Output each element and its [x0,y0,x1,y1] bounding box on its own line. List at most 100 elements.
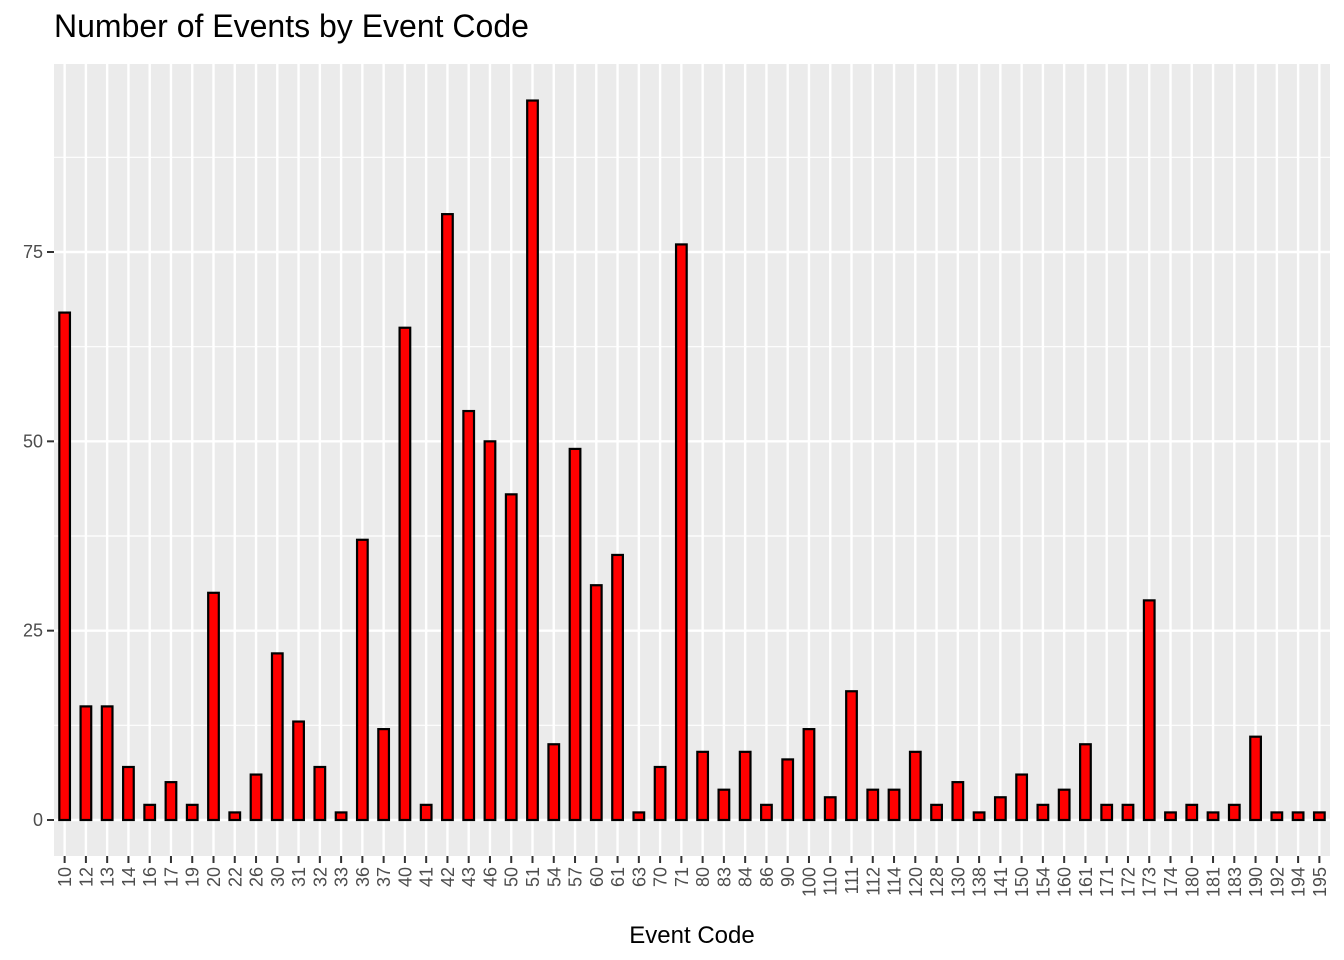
x-tick-label: 13 [98,867,118,887]
x-axis: 10 12 13 14 16 17 19 20 22 26 30 31 32 33 36 37 40 41 42 43… [55,856,1330,897]
bar-57 [568,447,582,822]
bar-10 [58,311,72,822]
y-tick-label: 0 [33,810,43,830]
x-tick-label: 86 [757,867,777,887]
bar-43 [462,409,476,822]
x-tick-label: 36 [353,867,373,887]
bar-194 [1291,811,1305,822]
bar-160 [1057,788,1071,822]
x-tick-label: 43 [459,867,479,887]
x-tick-label: 61 [608,867,628,887]
x-tick-label: 32 [310,867,330,887]
bar-36 [355,538,369,822]
bar-90 [781,758,795,822]
grid-minor [54,156,1330,726]
bar-70 [653,765,667,822]
bar-150 [1015,773,1029,822]
bar-180 [1185,803,1199,822]
x-tick-label: 57 [566,867,586,887]
y-tick-label: 50 [23,431,43,451]
bar-46 [483,440,497,822]
bar-42 [441,213,454,822]
x-tick-label: 70 [651,867,671,887]
bar-37 [377,728,391,822]
bar-80 [696,750,710,822]
bar-16 [143,803,157,822]
x-tick-label: 41 [417,867,437,887]
x-tick-label: 183 [1225,867,1245,897]
x-tick-label: 130 [948,867,968,897]
x-tick-label: 181 [1204,867,1224,897]
bar-63 [632,811,646,822]
x-tick-label: 112 [863,867,883,896]
bar-31 [292,720,305,822]
x-tick-label: 84 [736,867,756,887]
bar-130 [951,781,965,822]
y-tick-label: 75 [23,242,43,262]
bars [58,99,1326,822]
x-tick-label: 80 [693,867,713,887]
bar-172 [1121,803,1135,822]
x-tick-label: 71 [672,867,692,887]
x-tick-label: 51 [523,867,543,887]
bar-54 [547,743,561,822]
bar-141 [993,796,1007,822]
x-axis-title: Event Code [629,922,754,949]
x-tick-label: 128 [927,867,947,897]
x-tick-label: 63 [629,867,649,887]
x-tick-label: 37 [374,867,394,887]
bar-120 [908,750,922,822]
bar-100 [802,728,816,822]
bar-41 [419,803,433,822]
x-tick-label: 150 [1012,867,1032,897]
bar-181 [1206,811,1220,822]
bar-114 [887,788,901,822]
bar-13 [100,705,114,822]
x-tick-label: 31 [289,867,309,887]
x-tick-label: 161 [1076,867,1096,897]
x-tick-label: 42 [438,867,458,887]
x-tick-label: 30 [268,867,288,887]
bar-83 [717,788,731,822]
x-tick-label: 17 [161,867,181,887]
x-tick-label: 171 [1097,867,1117,897]
bar-195 [1312,811,1326,822]
chart-title: Number of Events by Event Code [54,8,529,44]
bar-17 [164,781,178,822]
bar-174 [1164,811,1177,822]
bar-138 [972,811,986,822]
x-tick-label: 20 [204,867,224,887]
bar-86 [760,803,773,822]
x-tick-label: 26 [247,867,267,887]
bar-22 [228,811,242,822]
bar-60 [589,584,603,822]
x-tick-label: 19 [183,867,203,887]
bar-110 [823,796,837,822]
bar-19 [185,803,199,822]
x-tick-label: 120 [906,867,926,897]
y-tick-label: 25 [23,621,43,641]
x-tick-label: 174 [1161,867,1181,897]
x-tick-label: 16 [140,867,160,887]
x-tick-label: 195 [1310,867,1330,897]
x-tick-label: 14 [119,867,139,887]
x-tick-label: 180 [1182,867,1202,897]
x-tick-label: 192 [1267,867,1287,897]
bar-32 [313,765,327,822]
bar-50 [504,493,518,822]
bar-111 [845,690,858,822]
x-tick-label: 22 [225,867,245,887]
bar-14 [122,765,135,822]
x-tick-label: 114 [885,867,905,896]
x-tick-label: 90 [778,867,798,887]
x-tick-label: 100 [799,867,819,897]
x-tick-label: 46 [480,867,500,887]
x-tick-label: 111 [842,867,862,894]
x-tick-label: 54 [544,867,564,887]
bar-84 [738,750,752,822]
bar-26 [249,773,263,822]
bar-171 [1100,803,1114,822]
plot-panel [54,64,1330,856]
x-tick-label: 10 [55,867,75,887]
